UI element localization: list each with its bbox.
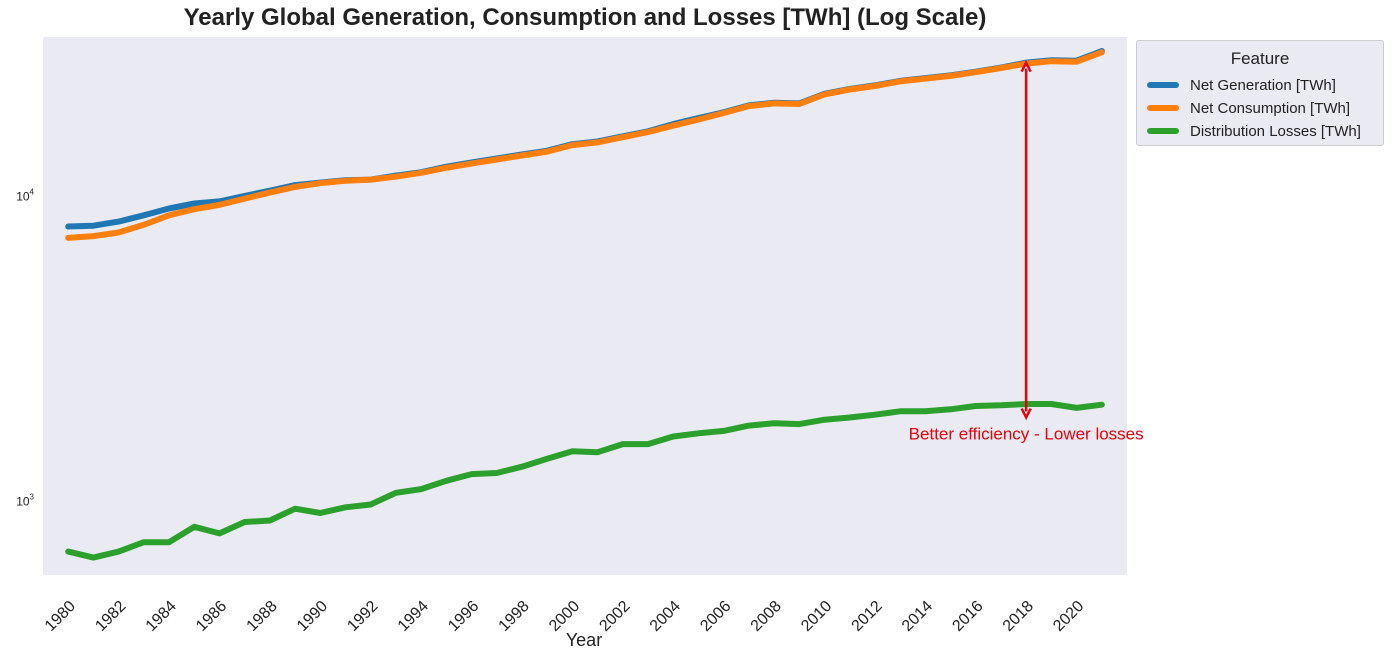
annotation-arrowhead-top: [1020, 59, 1032, 73]
x-tick-label: 1996: [445, 598, 482, 635]
x-axis-ticks: 1980 1982 1984 1986 1988 1990 1992 1994 1996 1998…: [42, 598, 1088, 635]
x-tick-label: 1980: [42, 598, 79, 635]
legend-item: Net Generation [TWh]: [1147, 74, 1336, 96]
y-tick-label: 103: [16, 492, 34, 508]
legend-label: Net Consumption [TWh]: [1190, 99, 1351, 117]
x-tick-label: 1992: [344, 598, 381, 635]
legend-item: Net Consumption [TWh]: [1147, 97, 1350, 119]
x-tick-label: 2018: [1000, 598, 1037, 635]
y-axis-ticks: 104 103: [16, 187, 34, 508]
legend-label: Distribution Losses [TWh]: [1190, 122, 1361, 140]
legend: Feature Net Generation [TWh] Net Consumpt…: [1136, 40, 1384, 146]
annotation-text: Better efficiency - Lower losses: [909, 425, 1144, 444]
legend-swatch: [1147, 128, 1179, 134]
series-line-1: [65, 49, 1105, 241]
chart-title: Yearly Global Generation, Consumption an…: [183, 4, 987, 31]
x-tick-label: 1984: [143, 598, 180, 635]
x-tick-label: 1994: [395, 598, 432, 635]
legend-swatch: [1147, 82, 1179, 88]
x-tick-label: 2006: [697, 598, 734, 635]
x-tick-label: 2014: [899, 598, 936, 635]
legend-item: Distribution Losses [TWh]: [1147, 120, 1361, 142]
series-lines: [65, 48, 1105, 561]
annotation-group: Better efficiency - Lower losses: [909, 59, 1144, 444]
x-tick-label: 1998: [496, 598, 533, 635]
x-tick-label: 2010: [798, 598, 835, 635]
x-tick-label: 1982: [92, 598, 129, 635]
x-tick-label: 2012: [849, 598, 886, 635]
x-tick-label: 2020: [1050, 598, 1087, 635]
plot-area: [43, 37, 1127, 575]
legend-label: Net Generation [TWh]: [1190, 76, 1336, 94]
x-tick-label: 2016: [949, 598, 986, 635]
legend-title: Feature: [1230, 49, 1290, 68]
x-axis-label: Year: [566, 630, 602, 650]
y-tick-label: 104: [16, 187, 34, 203]
x-tick-label: 2008: [748, 598, 785, 635]
x-tick-label: 1988: [244, 598, 281, 635]
x-tick-label: 1990: [294, 598, 331, 635]
annotation-arrowhead-bottom: [1020, 407, 1032, 421]
series-line-2: [65, 401, 1105, 561]
legend-swatch: [1147, 105, 1179, 111]
x-tick-label: 2004: [647, 598, 684, 635]
x-tick-label: 1986: [193, 598, 230, 635]
